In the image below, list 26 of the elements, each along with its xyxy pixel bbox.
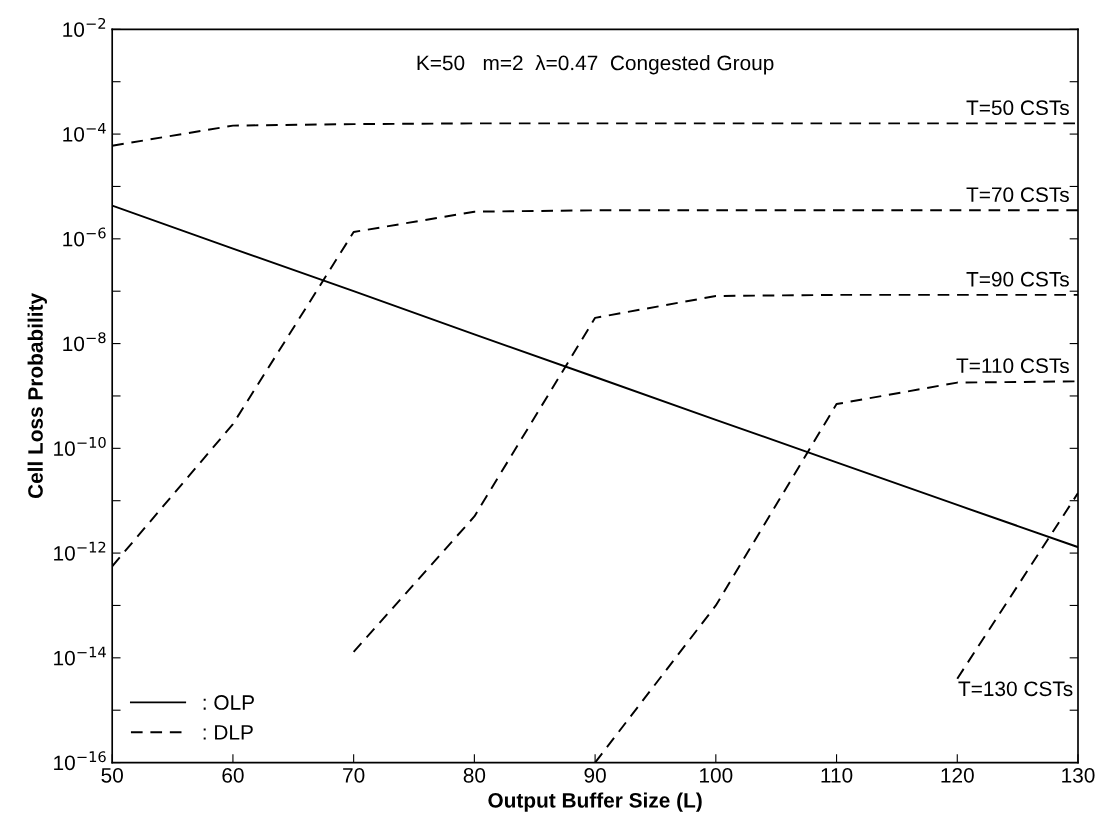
x-tick-label: 60 xyxy=(222,767,244,783)
annotation: K=50 m=2 λ=0.47 Congested Group xyxy=(417,54,774,75)
y-axis-title: Cell Loss Probability xyxy=(27,293,47,499)
x-tick-label: 100 xyxy=(700,767,733,783)
x-tick-label: 50 xyxy=(101,767,123,783)
x-tick-label: 80 xyxy=(463,767,486,783)
annotation: T=130 CSTs xyxy=(958,681,1073,697)
y-tick-label: 10$^{−12}$ xyxy=(54,541,106,561)
y-tick-label: 10$^{−14}$ xyxy=(54,646,106,666)
annotation: T=50 CSTs xyxy=(966,100,1069,116)
annotation: T=90 CSTs xyxy=(966,271,1069,287)
x-axis-title: Output Buffer Size (L) xyxy=(488,792,702,812)
legend-label: : OLP xyxy=(203,695,254,710)
legend-label: : DLP xyxy=(203,725,253,740)
y-tick-label: 10$^{−2}$ xyxy=(63,17,106,37)
x-tick-label: 110 xyxy=(821,767,853,783)
x-tick-label: 120 xyxy=(941,767,974,783)
y-tick-label: 10$^{−10}$ xyxy=(54,436,106,456)
x-tick-label: 90 xyxy=(584,767,606,783)
y-tick-label: 10$^{−6}$ xyxy=(63,227,106,247)
annotation: T=110 CSTs xyxy=(956,358,1069,374)
y-tick-label: 10$^{−8}$ xyxy=(63,332,106,352)
x-tick-label: 70 xyxy=(343,767,365,783)
y-tick-label: 10$^{−4}$ xyxy=(63,122,106,142)
annotation: T=70 CSTs xyxy=(966,187,1069,203)
x-tick-label: 130 xyxy=(1062,767,1095,783)
